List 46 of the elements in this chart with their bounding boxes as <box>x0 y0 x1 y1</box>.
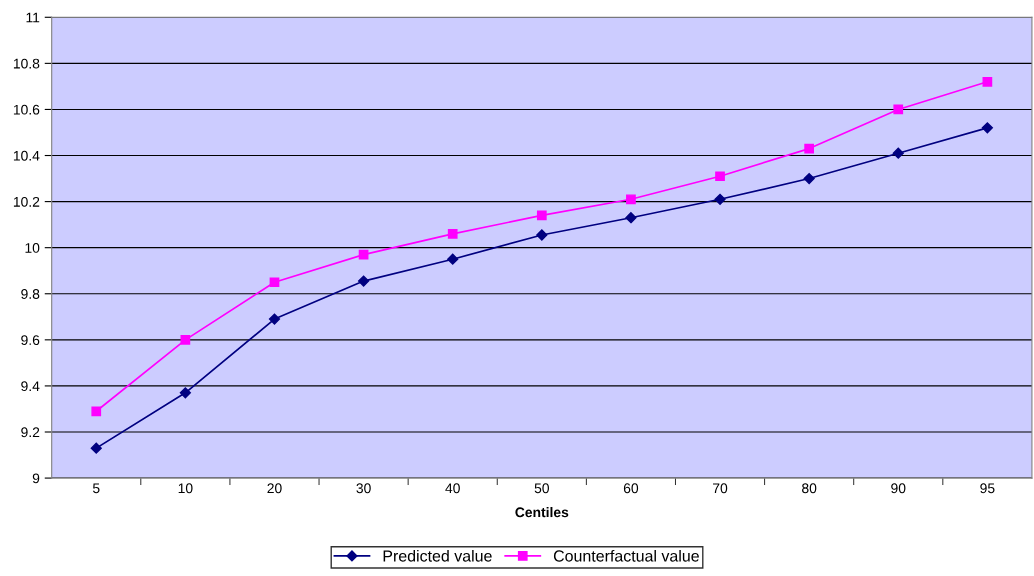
point <box>268 313 281 325</box>
x-tick-label: 30 <box>356 483 371 494</box>
point <box>179 387 191 399</box>
legend-label: Predicted value <box>383 549 492 562</box>
point <box>357 275 370 287</box>
point <box>90 442 102 454</box>
point <box>626 194 636 205</box>
point <box>981 122 993 134</box>
x-tick-label: 60 <box>623 483 639 494</box>
y-tick-label: 9.6 <box>21 335 40 346</box>
point <box>447 253 459 265</box>
legend-label: Counterfactual value <box>553 549 699 562</box>
x-tick-label: 40 <box>445 483 460 494</box>
point <box>982 76 993 87</box>
x-tick-label: 70 <box>713 483 728 494</box>
x-tick-label: 95 <box>980 483 995 494</box>
point <box>269 277 280 288</box>
y-tick-label: 10.2 <box>13 196 40 207</box>
x-tick-label: 80 <box>802 483 817 494</box>
y-tick-label: 11 <box>26 12 40 23</box>
x-tick-label: 20 <box>267 483 282 494</box>
point <box>180 334 191 345</box>
point <box>715 171 725 182</box>
point <box>892 147 904 159</box>
y-tick-label: 9.8 <box>21 289 40 299</box>
y-tick-label: 10 <box>25 243 40 253</box>
y-tick-label: 10.6 <box>13 104 40 115</box>
point <box>536 229 548 241</box>
y-tick-label: 10.8 <box>13 58 40 69</box>
x-tick-label: 5 <box>92 483 100 494</box>
point <box>536 210 547 221</box>
point <box>714 193 726 205</box>
point <box>803 172 815 185</box>
point <box>625 212 637 224</box>
x-tick-label: 10 <box>178 483 193 494</box>
y-tick-label: 10.4 <box>13 150 40 161</box>
point <box>893 104 904 115</box>
y-tick-label: 9 <box>32 473 40 484</box>
point <box>91 406 102 417</box>
x-axis-title: Centiles <box>515 507 569 518</box>
x-tick-label: 90 <box>891 483 906 494</box>
x-tick-label: 50 <box>534 483 549 494</box>
y-tick-label: 9.2 <box>21 427 40 438</box>
point <box>804 143 815 154</box>
point <box>447 228 458 239</box>
y-tick-label: 9.4 <box>21 381 40 392</box>
